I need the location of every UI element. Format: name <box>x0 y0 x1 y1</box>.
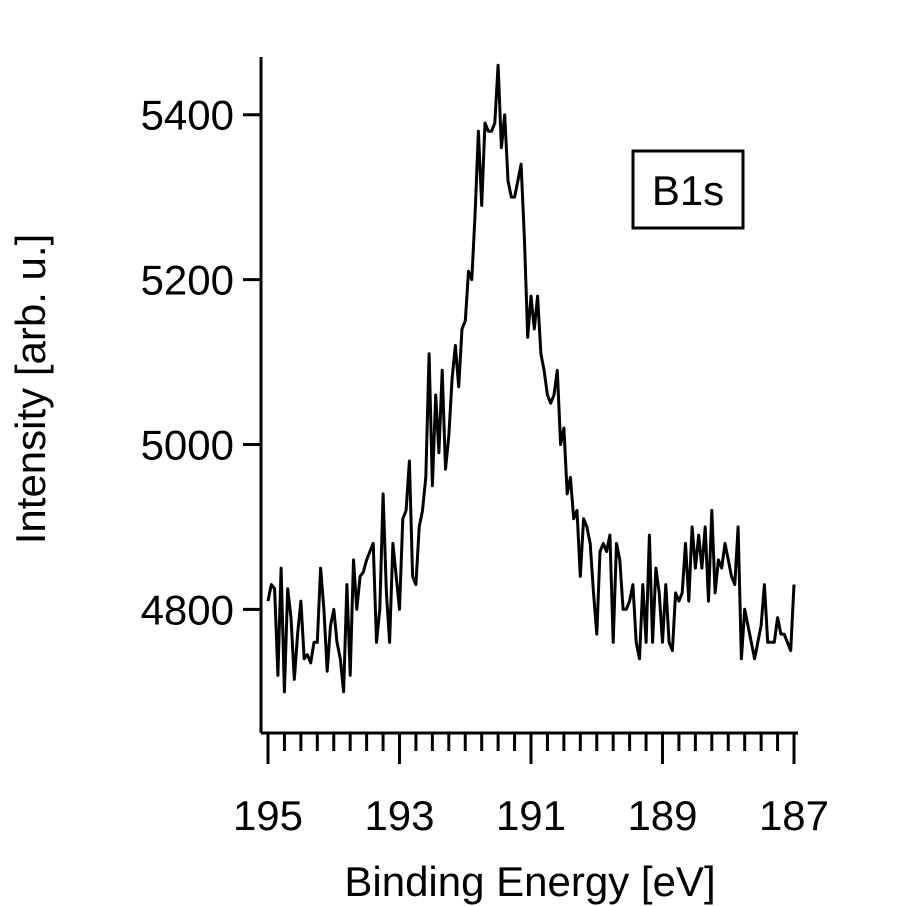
x-tick-label: 193 <box>364 792 434 839</box>
x-ticks: 195 193 191 189 187 <box>233 733 829 839</box>
x-tick-label: 191 <box>496 792 566 839</box>
y-tick-label: 5200 <box>141 257 234 304</box>
y-tick-label: 4800 <box>141 586 234 633</box>
y-axis-label: Intensity [arb. u.] <box>7 234 54 545</box>
y-tick-label: 5400 <box>141 92 234 139</box>
legend-frame <box>631 149 745 230</box>
plot-area: 4800 5000 5200 5400 195 193 191 189 187 <box>141 57 829 839</box>
x-tick-label: 189 <box>627 792 697 839</box>
legend-label: B1s <box>652 167 724 214</box>
y-ticks: 4800 5000 5200 5400 <box>141 92 261 633</box>
x-tick-label: 187 <box>759 792 829 839</box>
x-tick-label: 195 <box>233 792 303 839</box>
legend-box: B1s <box>631 149 745 230</box>
y-tick-label: 5000 <box>141 421 234 468</box>
x-axis-label: Binding Energy [eV] <box>344 858 715 905</box>
series-line-b1s <box>266 63 796 694</box>
